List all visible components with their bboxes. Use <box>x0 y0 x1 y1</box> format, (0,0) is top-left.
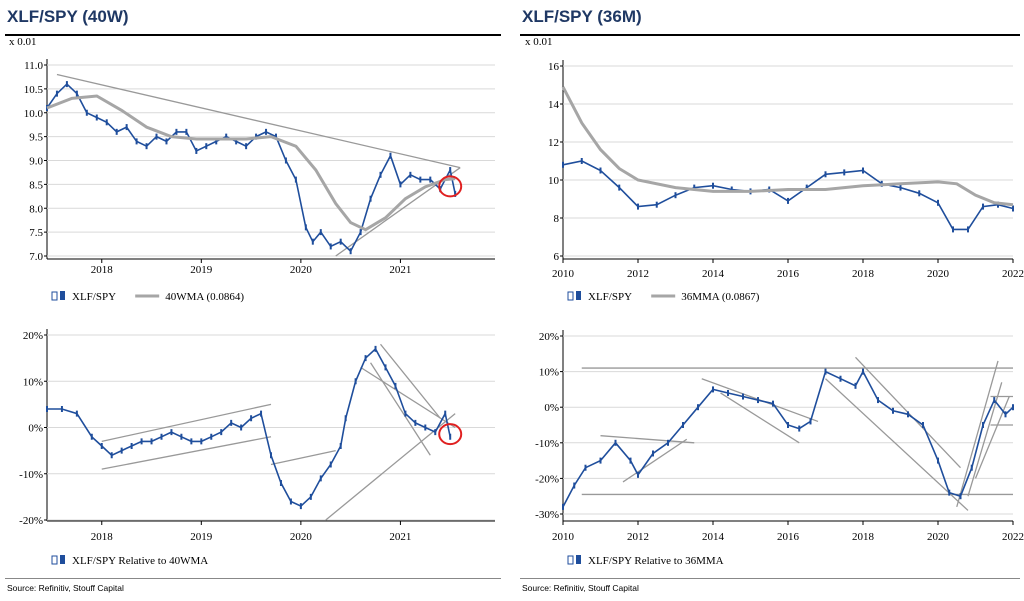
x-tick-label: 2016 <box>777 268 800 280</box>
highlight-circle <box>438 175 463 198</box>
trendline <box>360 366 456 429</box>
y-tick-label: 10 <box>548 175 560 187</box>
trendline <box>974 396 1010 479</box>
right-panel-title: XLF/SPY (36M) <box>522 7 642 26</box>
moving-average-line <box>561 86 1014 207</box>
y-tick-label: 8.0 <box>29 203 43 215</box>
x-tick-label: 2022 <box>1002 268 1024 280</box>
legend-label: XLF/SPY Relative to 40WMA <box>72 555 208 567</box>
x-tick-label: 2014 <box>702 531 725 543</box>
y-tick-label: 7.0 <box>29 251 43 263</box>
price-series-line <box>46 82 456 253</box>
y-tick-label: -10% <box>535 438 559 450</box>
y-tick-label: 11.0 <box>24 60 43 72</box>
y-tick-label: 20% <box>539 331 559 343</box>
chart-tr: 6 8 10 12 14 16 2010 2012 2014 2016 2018 2020 2022 x … <box>525 36 1024 303</box>
trendline <box>270 449 336 466</box>
trendline <box>101 403 272 443</box>
x-tick-label: 2018 <box>852 531 875 543</box>
trendline <box>956 360 999 508</box>
y-tick-label: 10% <box>539 367 559 379</box>
x-tick-label: 2021 <box>389 264 411 276</box>
x-tick-label: 2018 <box>91 264 114 276</box>
y-tick-label: 6 <box>554 251 560 263</box>
x-tick-label: 2019 <box>190 264 213 276</box>
trendline <box>967 382 1003 497</box>
y-tick-label: 9.0 <box>29 156 43 168</box>
y-tick-label: 8 <box>554 213 560 225</box>
y-tick-label: 16 <box>548 61 560 73</box>
scale-label: x 0.01 <box>525 36 553 48</box>
scale-label: x 0.01 <box>9 36 37 48</box>
right-title-rule <box>520 34 1020 36</box>
trendline <box>56 73 461 169</box>
price-series-line <box>562 369 1014 508</box>
legend-swatch-open <box>51 291 58 301</box>
moving-average-line <box>46 94 456 232</box>
y-tick-label: 0% <box>544 402 559 414</box>
y-tick-label: 7.5 <box>29 227 43 239</box>
y-tick-label: 0% <box>28 423 43 435</box>
y-tick-label: 8.5 <box>29 179 43 191</box>
left-panel-title: XLF/SPY (40W) <box>7 7 129 26</box>
legend-swatch-filled <box>576 555 581 564</box>
legend-swatch-open <box>567 291 574 301</box>
legend-label: XLF/SPY <box>72 291 116 303</box>
x-tick-label: 2010 <box>552 268 575 280</box>
left-source-note: Source: Refinitiv, Stouff Capital <box>7 583 124 593</box>
y-tick-label: 14 <box>548 99 560 111</box>
chart-bl: -20% -10% 0% 10% 20% 2018 2019 2020 2021 XLF/SPY … <box>19 329 495 567</box>
x-tick-label: 2010 <box>552 531 575 543</box>
y-tick-label: -20% <box>19 515 43 527</box>
legend-label: XLF/SPY <box>588 291 632 303</box>
legend-label: 40WMA (0.0864) <box>165 291 244 303</box>
y-tick-label: -30% <box>535 509 559 521</box>
legend-swatch-open <box>51 555 58 565</box>
right-source-rule <box>520 578 1020 579</box>
x-tick-label: 2016 <box>777 531 800 543</box>
y-tick-label: 10.5 <box>24 84 44 96</box>
x-tick-label: 2014 <box>702 268 725 280</box>
legend-swatch-filled <box>576 291 581 300</box>
chart-br: -30% -20% -10% 0% 10% 20% 2010 2012 2014 2016 2018… <box>535 330 1024 567</box>
y-tick-label: 12 <box>548 137 559 149</box>
legend-label: XLF/SPY Relative to 36MMA <box>588 555 724 567</box>
y-tick-label: 10.0 <box>24 108 44 120</box>
y-tick-label: -10% <box>19 469 43 481</box>
trendline <box>720 392 800 444</box>
x-tick-label: 2012 <box>627 268 649 280</box>
x-tick-label: 2018 <box>91 531 114 543</box>
y-tick-label: 20% <box>23 330 43 342</box>
left-title-rule <box>5 34 501 36</box>
x-tick-label: 2020 <box>927 268 950 280</box>
trendline <box>370 362 431 456</box>
legend-swatch-filled <box>60 291 65 300</box>
price-series-line <box>562 160 1014 231</box>
y-tick-label: -20% <box>535 473 559 485</box>
legend-label: 36MMA (0.0867) <box>681 291 760 303</box>
legend-swatch-open <box>567 555 574 565</box>
x-tick-label: 2012 <box>627 531 649 543</box>
trendline <box>825 378 969 511</box>
x-tick-label: 2019 <box>190 531 213 543</box>
x-tick-label: 2022 <box>1002 531 1024 543</box>
trendline <box>380 343 441 419</box>
right-source-note: Source: Refinitiv, Stouff Capital <box>522 583 639 593</box>
left-source-rule <box>5 578 501 579</box>
trendline <box>101 436 272 470</box>
highlight-circle <box>438 423 463 446</box>
legend-swatch-filled <box>60 555 65 564</box>
chart-tl: 7.0 7.5 8.0 8.5 9.0 9.5 10.0 10.5 11.0 2018 2019 20… <box>9 36 495 303</box>
x-tick-label: 2020 <box>290 531 313 543</box>
x-tick-label: 2020 <box>290 264 313 276</box>
y-tick-label: 10% <box>23 376 43 388</box>
x-tick-label: 2021 <box>389 531 411 543</box>
x-tick-label: 2020 <box>927 531 950 543</box>
y-tick-label: 9.5 <box>29 132 43 144</box>
trendline <box>622 438 688 483</box>
trendline <box>600 435 695 444</box>
x-tick-label: 2018 <box>852 268 875 280</box>
